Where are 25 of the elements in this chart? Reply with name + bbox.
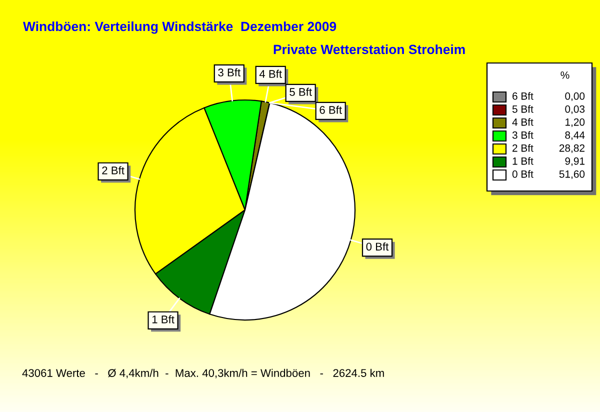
slice-label: 4 Bft (259, 70, 282, 78)
slice-label: 5 Bft (290, 88, 312, 96)
chart-title: Windböen: Verteilung Windstärke Dezember 2009 (23, 21, 336, 34)
slice-label: 2 Bft (102, 166, 124, 174)
data-label: 1,20 (566, 118, 585, 128)
data-label: 9,91 (565, 157, 584, 166)
legend-label: 0 Bft (512, 170, 534, 178)
slice-label: 1 Bft (152, 315, 174, 324)
text: 43061 Werte - Ø 4,4km/h - Max. 40,3km/h = Windböen - 2624.5 km (22, 368, 384, 378)
slice-label: 3 Bft (218, 68, 240, 76)
legend-label: 4 Bft (512, 118, 534, 126)
legend-label: 2 Bft (512, 144, 534, 152)
text: 0,00 (565, 92, 585, 102)
data-label: 51,60 (559, 170, 585, 180)
data-label: 8,44 (565, 131, 585, 140)
legend-label: 5 Bft (512, 105, 534, 113)
data-label: 28,82 (559, 144, 584, 154)
legend-label: 6 Bft (320, 106, 342, 114)
category-label: 6 Bft (512, 92, 534, 100)
legend-title: % (560, 71, 570, 79)
slice-label: 0 Bft (366, 242, 389, 251)
data-label: 0,03 (565, 105, 585, 114)
chart-subtitle: Private Wetterstation Stroheim (274, 44, 465, 54)
legend-label: 1 Bft (512, 157, 534, 165)
legend-label: 3 Bft (512, 131, 534, 139)
